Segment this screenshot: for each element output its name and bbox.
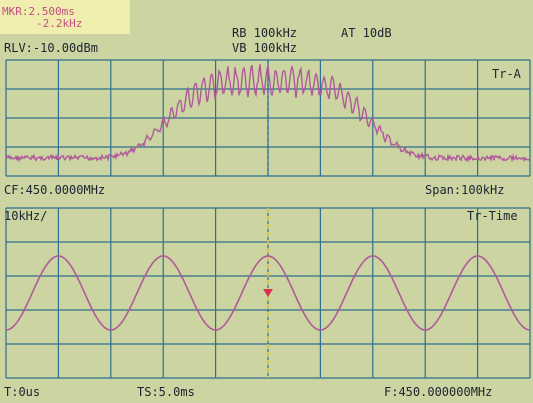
spectrum-trace	[5, 64, 531, 163]
marker-delta-frequency: -2.2kHz	[36, 17, 83, 30]
center-frequency: CF:450.0000MHz	[4, 183, 106, 197]
time-span: TS:5.0ms	[137, 385, 195, 399]
upper-trace-label: Tr-A	[492, 67, 521, 81]
marker-point	[263, 289, 273, 297]
marker-delta-time: MKR:2.500ms	[2, 5, 75, 18]
time-trace	[5, 255, 531, 331]
video-bandwidth: VB 100kHz	[232, 41, 298, 55]
resolution-bandwidth: RB 100kHz	[232, 26, 298, 40]
marker-readout-box	[0, 0, 130, 34]
frequency-span: Span:100kHz	[425, 183, 505, 197]
attenuation: AT 10dB	[341, 26, 392, 40]
lower-trace-label: Tr-Time	[467, 209, 518, 223]
reference-level: RLV:-10.00dBm	[4, 41, 98, 55]
frequency-scale: 10kHz/	[4, 209, 48, 223]
tuned-frequency: F:450.000000MHz	[384, 385, 493, 399]
trigger-time: T:0us	[4, 385, 41, 399]
